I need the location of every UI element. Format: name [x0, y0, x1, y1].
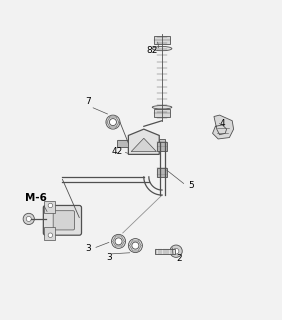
- Text: 4: 4: [220, 119, 225, 128]
- Bar: [117, 140, 128, 147]
- Circle shape: [48, 233, 53, 237]
- Circle shape: [170, 245, 182, 257]
- Circle shape: [132, 242, 139, 249]
- Text: 5: 5: [189, 181, 195, 190]
- Circle shape: [48, 203, 53, 208]
- Polygon shape: [44, 201, 56, 213]
- Polygon shape: [131, 138, 157, 152]
- Bar: [155, 249, 175, 254]
- Text: 3: 3: [85, 244, 91, 253]
- Text: 42: 42: [112, 148, 123, 156]
- Bar: [157, 142, 168, 151]
- Text: 3: 3: [106, 252, 112, 262]
- Bar: [154, 109, 170, 116]
- Text: 7: 7: [85, 97, 91, 106]
- Circle shape: [26, 216, 31, 221]
- Ellipse shape: [152, 46, 172, 51]
- Text: 82: 82: [147, 46, 158, 55]
- Circle shape: [173, 248, 179, 254]
- Text: M-6: M-6: [25, 193, 47, 203]
- Polygon shape: [44, 227, 56, 240]
- Circle shape: [112, 234, 125, 248]
- Circle shape: [106, 115, 120, 129]
- Ellipse shape: [152, 106, 172, 109]
- FancyBboxPatch shape: [43, 205, 81, 235]
- Polygon shape: [213, 115, 233, 139]
- Circle shape: [23, 213, 34, 225]
- Text: 2: 2: [176, 254, 182, 263]
- Polygon shape: [128, 129, 159, 154]
- FancyBboxPatch shape: [53, 211, 74, 230]
- Circle shape: [128, 239, 142, 252]
- Bar: [154, 36, 170, 44]
- Circle shape: [109, 119, 116, 126]
- Bar: [159, 139, 166, 147]
- Bar: [157, 168, 168, 177]
- Circle shape: [115, 238, 122, 245]
